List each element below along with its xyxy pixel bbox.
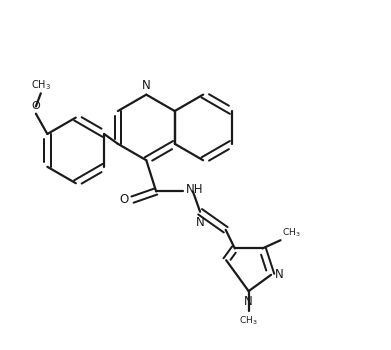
Text: N: N bbox=[244, 295, 253, 308]
Text: CH$_3$: CH$_3$ bbox=[239, 314, 258, 327]
Text: O: O bbox=[119, 193, 129, 206]
Text: N: N bbox=[196, 216, 204, 229]
Text: N: N bbox=[142, 79, 151, 92]
Text: CH$_3$: CH$_3$ bbox=[31, 78, 51, 92]
Text: O: O bbox=[32, 101, 40, 111]
Text: CH$_3$: CH$_3$ bbox=[282, 226, 301, 239]
Text: NH: NH bbox=[186, 183, 203, 196]
Text: N: N bbox=[275, 268, 284, 281]
